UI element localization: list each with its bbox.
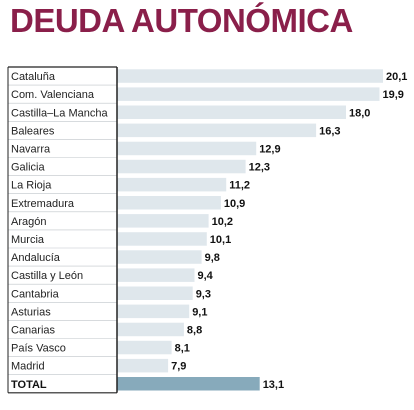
value-label: 7,9: [171, 361, 186, 373]
value-label: 9,8: [205, 252, 220, 264]
bar: [117, 214, 209, 228]
category-label: Canarias: [11, 325, 56, 337]
category-label: Com. Valenciana: [11, 89, 95, 101]
value-label: 12,3: [249, 162, 270, 174]
value-label: 20,1: [386, 71, 407, 83]
value-label: 9,1: [192, 306, 207, 318]
value-label: 8,8: [187, 325, 202, 337]
category-label: Madrid: [11, 361, 45, 373]
category-label: Baleares: [11, 125, 55, 137]
category-label: Andalucía: [11, 252, 61, 264]
category-label: Extremadura: [11, 198, 75, 210]
value-label: 9,4: [198, 270, 214, 282]
value-label: 10,9: [224, 198, 245, 210]
category-label: Aragón: [11, 216, 46, 228]
bar: [117, 87, 380, 101]
chart-title: DEUDA AUTONÓMICA: [10, 2, 353, 39]
bar: [117, 286, 193, 300]
bar: [117, 232, 207, 246]
value-label: 18,0: [349, 107, 370, 119]
bar: [117, 196, 221, 210]
total-value-label: 13,1: [263, 379, 284, 391]
category-label: Navarra: [11, 144, 51, 156]
bar: [117, 141, 257, 156]
value-label: 10,1: [210, 234, 231, 246]
bar: [117, 177, 227, 192]
category-label: Galicia: [11, 162, 46, 174]
bar: [117, 358, 169, 373]
value-label: 19,9: [383, 89, 404, 101]
value-label: 8,1: [175, 343, 190, 355]
value-label: 16,3: [319, 125, 340, 137]
category-label: Asturias: [11, 306, 51, 318]
bar: [117, 159, 246, 174]
bar: [117, 304, 190, 319]
category-label: Castilla y León: [11, 270, 83, 282]
category-label: La Rioja: [11, 180, 52, 192]
value-label: 10,2: [212, 216, 233, 228]
total-bar: [117, 377, 260, 391]
category-label: Cataluña: [11, 71, 56, 83]
category-label: Cantabria: [11, 288, 60, 300]
bar: [117, 322, 184, 337]
category-label: Murcia: [11, 234, 45, 246]
category-label: País Vasco: [11, 343, 66, 355]
value-label: 9,3: [196, 288, 211, 300]
bar: [117, 105, 346, 119]
bar: [117, 123, 317, 138]
total-label: TOTAL: [11, 379, 47, 391]
bar: [117, 69, 383, 83]
bar: [117, 250, 202, 264]
bar: [117, 340, 172, 355]
category-label: Castilla–La Mancha: [11, 107, 108, 119]
value-label: 11,2: [229, 180, 250, 192]
value-label: 12,9: [259, 144, 280, 156]
bar: [117, 268, 195, 282]
